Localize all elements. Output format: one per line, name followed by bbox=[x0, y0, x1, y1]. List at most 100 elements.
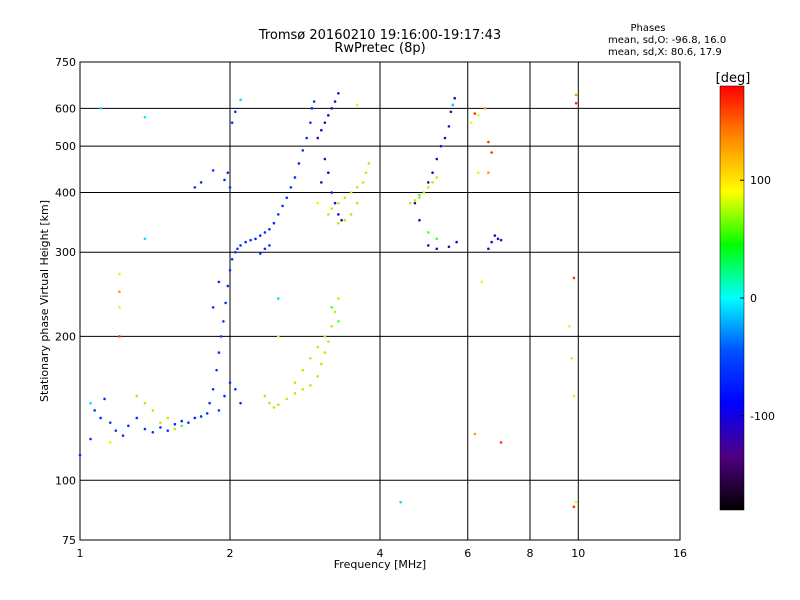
data-point bbox=[180, 424, 184, 428]
data-point bbox=[408, 201, 412, 205]
x-tick-label: 8 bbox=[527, 547, 534, 560]
data-point bbox=[285, 196, 289, 200]
data-point bbox=[316, 201, 320, 205]
data-point bbox=[435, 176, 439, 179]
data-point bbox=[187, 421, 190, 424]
data-point bbox=[337, 92, 340, 95]
data-point bbox=[327, 213, 330, 216]
x-tick-label: 16 bbox=[673, 547, 687, 560]
data-point bbox=[323, 157, 327, 161]
data-point bbox=[173, 427, 177, 431]
colorbar-tick-label: -100 bbox=[750, 410, 775, 423]
data-point bbox=[355, 103, 359, 107]
data-point bbox=[293, 381, 297, 385]
data-point bbox=[211, 388, 215, 391]
y-tick-label: 600 bbox=[55, 102, 76, 115]
chart-title: Tromsø 20160210 19:16:00-19:17:43 bbox=[258, 28, 501, 43]
data-point bbox=[327, 171, 330, 175]
data-point bbox=[487, 247, 490, 251]
data-point bbox=[289, 186, 293, 189]
stats-line-x: mean, sd,X: 80.6, 17.9 bbox=[608, 47, 722, 58]
data-point bbox=[473, 112, 477, 115]
data-point bbox=[487, 171, 490, 175]
data-point bbox=[439, 144, 443, 148]
data-point bbox=[199, 415, 203, 418]
data-point bbox=[316, 345, 320, 349]
data-point bbox=[285, 397, 289, 401]
data-point bbox=[330, 107, 334, 110]
y-tick-label: 750 bbox=[55, 56, 76, 69]
data-point bbox=[447, 125, 451, 128]
data-point bbox=[327, 114, 330, 117]
x-tick-label: 2 bbox=[227, 547, 234, 560]
data-point bbox=[435, 237, 439, 241]
data-point bbox=[89, 437, 92, 441]
data-point bbox=[293, 176, 297, 179]
data-point bbox=[173, 422, 177, 426]
data-point bbox=[330, 324, 334, 328]
data-point bbox=[199, 181, 203, 184]
data-point bbox=[263, 231, 267, 234]
data-point bbox=[234, 110, 237, 114]
data-point bbox=[477, 114, 480, 117]
data-point bbox=[239, 98, 242, 102]
data-point bbox=[364, 171, 368, 175]
data-point bbox=[215, 368, 218, 372]
data-point bbox=[330, 207, 334, 210]
data-point bbox=[426, 181, 430, 184]
data-point bbox=[239, 401, 242, 405]
data-point bbox=[333, 310, 337, 314]
data-point bbox=[574, 93, 578, 97]
data-point bbox=[297, 162, 301, 165]
data-point bbox=[159, 421, 162, 424]
y-tick-label: 300 bbox=[55, 246, 76, 259]
x-tick-label: 1 bbox=[77, 547, 84, 560]
data-point bbox=[99, 107, 102, 110]
colorbar-tick-label: 0 bbox=[750, 292, 757, 305]
data-point bbox=[310, 107, 314, 110]
data-point bbox=[343, 196, 347, 200]
data-point bbox=[574, 500, 578, 504]
y-tick-label: 75 bbox=[62, 534, 76, 547]
data-point bbox=[293, 392, 297, 395]
data-point bbox=[180, 419, 184, 423]
data-point bbox=[316, 375, 320, 378]
data-point bbox=[276, 297, 280, 300]
data-point bbox=[316, 136, 320, 140]
data-point bbox=[228, 268, 232, 272]
data-point bbox=[426, 244, 430, 247]
data-point bbox=[367, 162, 371, 165]
data-point bbox=[399, 500, 402, 504]
data-point bbox=[449, 110, 453, 114]
data-point bbox=[435, 157, 439, 161]
data-point bbox=[217, 409, 221, 412]
colorbar: [deg] 100 0 -100 bbox=[716, 71, 775, 511]
data-point bbox=[118, 335, 121, 338]
data-point bbox=[487, 140, 490, 144]
x-tick-label: 10 bbox=[571, 547, 585, 560]
data-point bbox=[166, 429, 170, 432]
data-point bbox=[355, 201, 359, 205]
data-point bbox=[118, 290, 121, 294]
data-point bbox=[355, 186, 359, 189]
data-point bbox=[572, 505, 576, 509]
chart-subtitle: RwPretec (8p) bbox=[334, 41, 425, 56]
data-point bbox=[226, 171, 230, 175]
data-point bbox=[281, 204, 284, 208]
y-tick-label: 100 bbox=[55, 474, 76, 487]
data-point bbox=[305, 136, 308, 140]
plot-area bbox=[78, 61, 681, 541]
data-point bbox=[337, 221, 340, 225]
data-point bbox=[143, 237, 147, 241]
data-point bbox=[126, 424, 130, 428]
data-point bbox=[108, 441, 112, 444]
data-point bbox=[451, 103, 455, 107]
data-point bbox=[143, 115, 147, 119]
data-point bbox=[258, 252, 262, 255]
data-point bbox=[426, 231, 430, 234]
data-point bbox=[254, 237, 257, 241]
data-point bbox=[490, 240, 493, 244]
data-point bbox=[320, 362, 323, 366]
data-point bbox=[222, 320, 225, 323]
data-point bbox=[268, 401, 271, 405]
